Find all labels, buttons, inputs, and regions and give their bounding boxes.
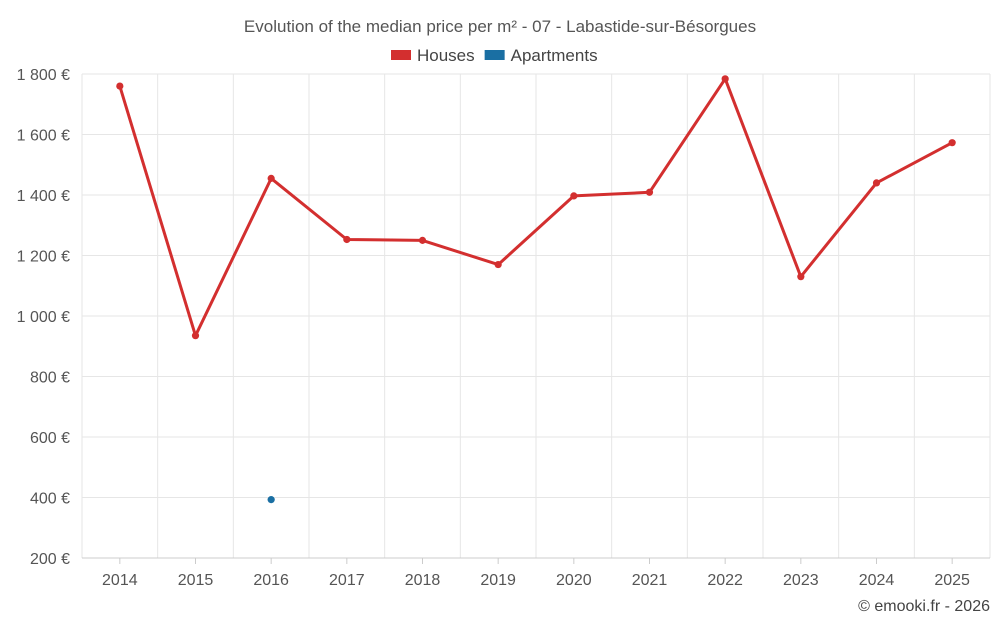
y-tick-label: 800 € [30, 370, 70, 387]
y-tick-label: 1 800 € [17, 67, 70, 84]
data-point-houses-2021[interactable] [645, 188, 654, 196]
x-tick-label: 2023 [783, 572, 819, 589]
legend[interactable]: Houses Apartments [391, 46, 598, 65]
legend-item-houses[interactable]: Houses [391, 46, 475, 65]
data-point-houses-2016[interactable] [267, 174, 275, 182]
x-tick-label: 2024 [859, 572, 895, 589]
data-point-houses-2019[interactable] [494, 260, 502, 269]
x-tick-label: 2014 [102, 572, 138, 589]
x-gridlines [81, 74, 991, 558]
x-tick-label: 2019 [480, 572, 516, 589]
data-point-houses-2024[interactable] [872, 179, 881, 187]
series-line-houses [118, 77, 953, 338]
legend-item-apartments[interactable]: Apartments [484, 46, 598, 65]
legend-label-houses: Houses [417, 46, 475, 65]
y-tick-label: 1 400 € [17, 188, 70, 205]
x-tick-label: 2016 [253, 572, 289, 589]
data-point-houses-2014[interactable] [116, 82, 124, 90]
series-apartments [267, 496, 275, 504]
y-tick-label: 1 600 € [17, 128, 70, 145]
data-point-houses-2022[interactable] [721, 75, 729, 83]
data-point-houses-2025[interactable] [948, 139, 956, 147]
y-tick-label: 600 € [30, 430, 70, 447]
data-point-apartments-2016[interactable] [267, 496, 275, 504]
y-tick-label: 200 € [30, 551, 70, 568]
x-axis-ticks: 2014 2015 2016 2017 2018 2019 2020 2021 2022 2023… [82, 557, 990, 589]
y-tick-label: 1 200 € [17, 249, 70, 266]
series-houses [116, 75, 956, 340]
legend-swatch-apartments [484, 50, 505, 60]
legend-label-apartments: Apartments [511, 46, 598, 65]
x-tick-label: 2025 [934, 572, 970, 589]
x-tick-label: 2017 [329, 572, 365, 589]
x-tick-label: 2021 [632, 572, 668, 589]
data-point-houses-2017[interactable] [343, 235, 351, 244]
data-point-houses-2018[interactable] [418, 236, 427, 244]
data-point-houses-2015[interactable] [191, 332, 200, 340]
data-point-houses-2020[interactable] [570, 192, 578, 200]
y-tick-label: 400 € [30, 491, 70, 508]
series-layer [116, 75, 956, 504]
chart-title: Evolution of the median price per m² - 0… [244, 17, 756, 36]
x-tick-label: 2022 [707, 572, 743, 589]
y-tick-label: 1 000 € [17, 309, 70, 326]
x-tick-label: 2015 [178, 572, 214, 589]
y-axis-ticks: 200 € 400 € 600 € 800 € 1 000 € 1 200 € 1 400 … [17, 67, 70, 568]
legend-swatch-houses [391, 50, 411, 60]
credit-text: © emooki.fr - 2026 [858, 598, 990, 615]
data-point-houses-2023[interactable] [797, 273, 805, 281]
x-tick-label: 2020 [556, 572, 592, 589]
x-tick-label: 2018 [405, 572, 441, 589]
